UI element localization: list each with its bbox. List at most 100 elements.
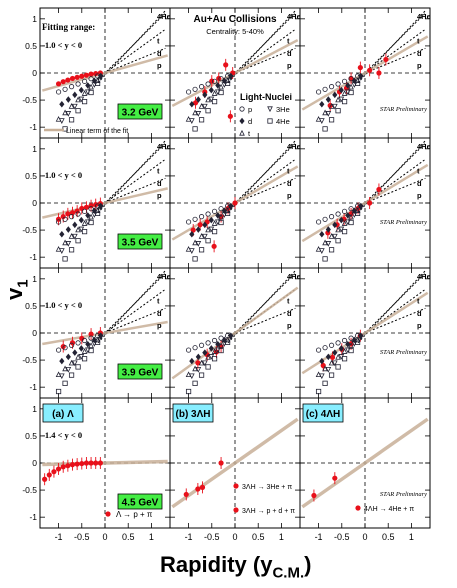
light-nuclei-point (335, 238, 341, 244)
light-nuclei-point (218, 206, 224, 212)
light-nuclei-point (331, 103, 338, 110)
light-nuclei-point (348, 206, 354, 212)
light-nuclei-point (75, 211, 81, 217)
energy-label: 3.5 GeV (122, 238, 159, 249)
x-axis-label: Rapidity (yC.M.) (160, 552, 312, 582)
light-nuclei-point (348, 76, 354, 82)
light-nuclei-point (192, 216, 198, 222)
ln-legend-label: d (248, 117, 252, 126)
light-nuclei-point (58, 373, 65, 380)
light-nuclei-point (185, 388, 192, 395)
y-tick-label: 1 (32, 144, 37, 154)
light-nuclei-point (68, 342, 75, 348)
x-tick-label: 1 (149, 532, 154, 542)
light-nuclei-point (75, 108, 81, 114)
data-point (367, 200, 373, 206)
light-nuclei-point (68, 233, 75, 239)
light-nuclei-point (72, 349, 78, 356)
light-nuclei-point (62, 109, 68, 116)
panel-3-1 (169, 397, 301, 529)
light-nuclei-point (65, 226, 71, 233)
light-nuclei-point (341, 356, 348, 362)
data-point (69, 210, 76, 216)
y-tick-label: 0 (32, 198, 37, 208)
y-tick-label: -1 (29, 252, 37, 262)
light-nuclei-point (88, 219, 94, 226)
light-nuclei-point (211, 356, 218, 362)
light-nuclei-point (357, 334, 364, 341)
data-point (74, 74, 80, 80)
light-nuclei-point (315, 388, 322, 395)
light-nuclei-point (211, 228, 218, 235)
light-nuclei-point (189, 100, 195, 108)
light-nuclei-point (224, 77, 231, 83)
light-nuclei-point (215, 212, 221, 219)
light-nuclei-point (81, 337, 88, 344)
panel-2-1 (169, 267, 301, 399)
data-point (97, 460, 103, 466)
light-nuclei-point (328, 359, 335, 366)
light-nuclei-point (354, 80, 361, 86)
species-label: d (417, 309, 422, 318)
light-nuclei-point (205, 238, 211, 244)
light-nuclei-point (354, 339, 361, 345)
data-point (88, 460, 94, 466)
light-nuclei-point (348, 342, 354, 349)
light-nuclei-point (218, 76, 224, 82)
fitting-range-label: Fitting range: (42, 22, 95, 32)
light-nuclei-point (354, 207, 361, 213)
species-label: t (287, 167, 290, 176)
light-nuclei-point (58, 118, 65, 124)
species-label: p (417, 191, 422, 200)
light-nuclei-point (195, 96, 201, 103)
light-nuclei-point (205, 353, 211, 360)
light-nuclei-point (75, 353, 81, 360)
y-tick-label: 0.5 (25, 431, 37, 441)
data-point (60, 79, 66, 85)
light-nuclei-point (341, 337, 348, 344)
light-nuclei-point (328, 342, 335, 348)
data-point (51, 469, 57, 475)
species-label: 4He (287, 12, 301, 21)
light-nuclei-point (224, 339, 231, 345)
light-nuclei-point (94, 339, 101, 345)
light-nuclei-point (68, 84, 75, 90)
light-nuclei-point (88, 89, 94, 96)
light-nuclei-point (198, 117, 205, 123)
ln-legend-label: 3He (276, 105, 290, 114)
light-nuclei-point (198, 372, 205, 378)
light-nuclei-point (94, 77, 101, 83)
light-nuclei-point (59, 230, 65, 238)
light-nuclei-point (345, 212, 351, 219)
preliminary-label-bottom: STAR Preliminary (380, 491, 427, 498)
energy-box (117, 233, 163, 250)
data-point (79, 460, 85, 467)
light-nuclei-point (94, 80, 101, 86)
data-point (227, 113, 233, 119)
light-nuclei-point (325, 366, 332, 373)
light-nuclei-point (338, 86, 344, 94)
light-nuclei-point (198, 359, 205, 366)
light-nuclei-point (65, 241, 72, 247)
light-nuclei-point (75, 226, 81, 233)
y-tick-label: 0.5 (25, 301, 37, 311)
panel-3-2 (299, 397, 431, 529)
light-nuclei-point (322, 126, 328, 132)
data-point (60, 213, 66, 220)
data-point (79, 73, 85, 79)
y-tick-label: 0 (32, 328, 37, 338)
linear-fit-band (171, 417, 299, 509)
light-nuclei-point (71, 103, 78, 110)
light-nuclei-point (198, 84, 205, 90)
light-nuclei-point (192, 239, 198, 246)
y-tick-label: -0.5 (22, 485, 37, 495)
light-nuclei-point (68, 372, 75, 378)
light-nuclei-point (198, 247, 205, 253)
energy-label: 4.5 GeV (122, 498, 159, 509)
light-nuclei-point (81, 356, 88, 362)
light-nuclei-point (354, 77, 361, 83)
x-tick-label: 0.5 (382, 532, 395, 542)
species-label: 4He (417, 12, 431, 21)
species-label: d (157, 179, 162, 188)
light-nuclei-point (328, 214, 335, 220)
